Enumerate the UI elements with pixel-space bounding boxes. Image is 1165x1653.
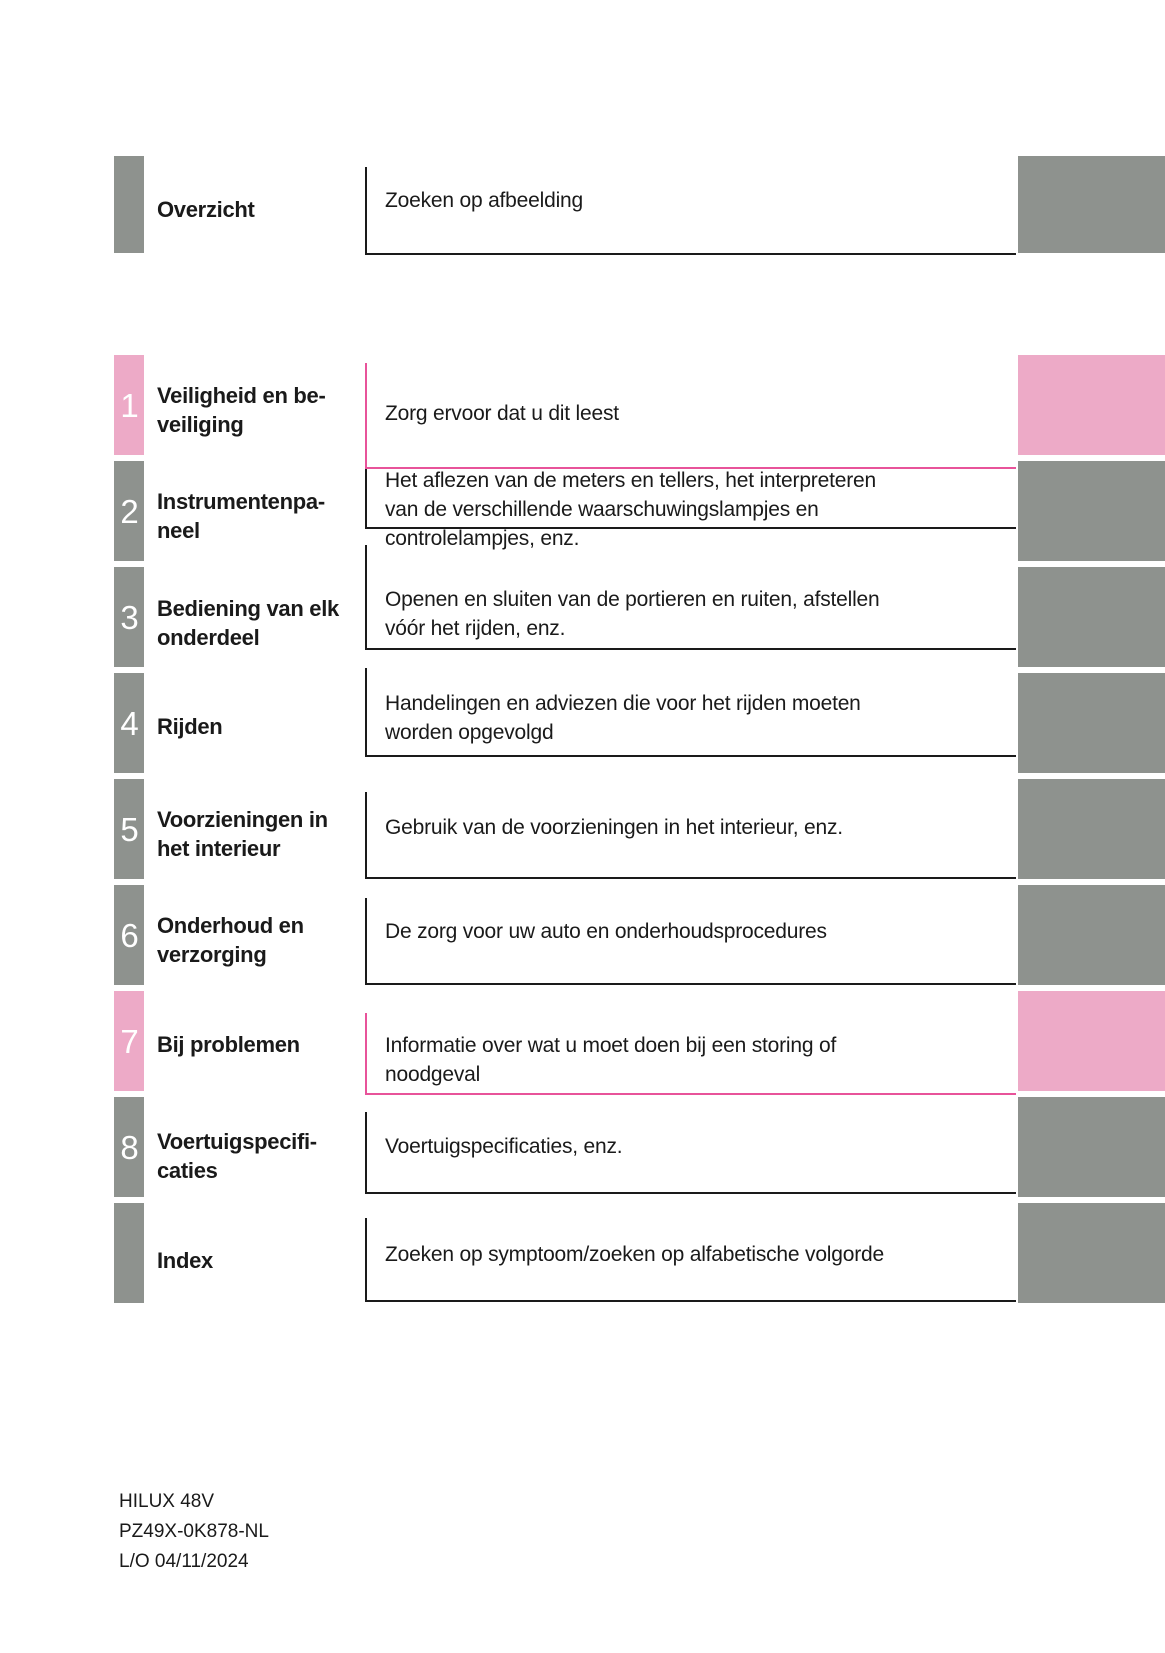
footer-print-date: L/O 04/11/2024 bbox=[119, 1551, 249, 1572]
edge-thumb-tab[interactable] bbox=[1018, 156, 1165, 253]
edge-thumb-tab[interactable] bbox=[1018, 1203, 1165, 1303]
chapter-title[interactable]: Bij problemen bbox=[157, 1032, 300, 1057]
chapter-number: 3 bbox=[120, 598, 138, 636]
chapter-description: Het aflezen van de meters en tellers, he… bbox=[385, 469, 876, 550]
chapter-tab[interactable] bbox=[114, 1203, 144, 1303]
chapter-description: Gebruik van de voorzieningen in het inte… bbox=[385, 816, 843, 839]
chapter-tab[interactable]: 6 bbox=[114, 885, 144, 985]
chapter-number: 7 bbox=[120, 1022, 138, 1060]
chapter-description: Zoeken op symptoom/zoeken op alfabetisch… bbox=[385, 1243, 884, 1266]
chapter-number: 8 bbox=[120, 1128, 138, 1166]
box-left-border bbox=[365, 363, 367, 469]
box-left-border bbox=[365, 668, 367, 757]
chapter-description: Zoeken op afbeelding bbox=[385, 189, 583, 212]
chapter-number: 4 bbox=[120, 704, 138, 742]
chapter-tab[interactable]: 2 bbox=[114, 461, 144, 561]
chapter-title[interactable]: Veiligheid en be- veiliging bbox=[157, 383, 326, 437]
box-left-border bbox=[365, 545, 367, 650]
chapter-description: Handelingen en adviezen die voor het rij… bbox=[385, 692, 861, 744]
box-bottom-border bbox=[365, 467, 1016, 469]
edge-thumb-tab[interactable] bbox=[1018, 991, 1165, 1091]
box-bottom-border bbox=[365, 253, 1016, 255]
chapter-title[interactable]: Onderhoud en verzorging bbox=[157, 913, 304, 967]
box-bottom-border bbox=[365, 527, 1016, 529]
chapter-tab[interactable]: 7 bbox=[114, 991, 144, 1091]
edge-thumb-tab[interactable] bbox=[1018, 673, 1165, 773]
box-left-border bbox=[365, 1013, 367, 1095]
chapter-title[interactable]: Index bbox=[157, 1248, 213, 1273]
edge-thumb-tab[interactable] bbox=[1018, 885, 1165, 985]
chapter-description: Informatie over wat u moet doen bij een … bbox=[385, 1034, 837, 1086]
chapter-tab[interactable]: 1 bbox=[114, 355, 144, 455]
chapter-tab[interactable]: 3 bbox=[114, 567, 144, 667]
chapter-title[interactable]: Rijden bbox=[157, 714, 223, 739]
chapter-title[interactable]: Overzicht bbox=[157, 197, 255, 222]
box-bottom-border bbox=[365, 1300, 1016, 1302]
chapter-description: De zorg voor uw auto en onderhoudsproced… bbox=[385, 920, 827, 943]
edge-thumb-tab[interactable] bbox=[1018, 461, 1165, 561]
chapter-description: Zorg ervoor dat u dit leest bbox=[385, 402, 619, 425]
chapter-tab[interactable]: 5 bbox=[114, 779, 144, 879]
box-bottom-border bbox=[365, 648, 1016, 650]
chapter-description: Openen en sluiten van de portieren en ru… bbox=[385, 588, 880, 640]
chapter-title[interactable]: Bediening van elk onderdeel bbox=[157, 596, 339, 650]
box-left-border bbox=[365, 469, 367, 529]
box-bottom-border bbox=[365, 983, 1016, 985]
chapter-title[interactable]: Voertuigspecifi- caties bbox=[157, 1129, 317, 1183]
chapter-number: 1 bbox=[120, 386, 138, 424]
box-bottom-border bbox=[365, 1093, 1016, 1095]
box-left-border bbox=[365, 1112, 367, 1194]
edge-thumb-tab[interactable] bbox=[1018, 567, 1165, 667]
chapter-title[interactable]: Instrumentenpa- neel bbox=[157, 489, 325, 543]
footer-part-number: PZ49X-0K878-NL bbox=[119, 1521, 269, 1542]
box-left-border bbox=[365, 167, 367, 255]
chapter-title[interactable]: Voorzieningen in het interieur bbox=[157, 807, 328, 861]
chapter-tab[interactable]: 4 bbox=[114, 673, 144, 773]
chapter-number: 6 bbox=[120, 916, 138, 954]
edge-thumb-tab[interactable] bbox=[1018, 1097, 1165, 1197]
chapter-number: 5 bbox=[120, 810, 138, 848]
box-bottom-border bbox=[365, 877, 1016, 879]
chapter-number: 2 bbox=[120, 492, 138, 530]
box-left-border bbox=[365, 898, 367, 985]
chapter-description: Voertuigspecificaties, enz. bbox=[385, 1135, 623, 1158]
box-left-border bbox=[365, 1218, 367, 1302]
box-bottom-border bbox=[365, 1192, 1016, 1194]
edge-thumb-tab[interactable] bbox=[1018, 779, 1165, 879]
box-bottom-border bbox=[365, 755, 1016, 757]
edge-thumb-tab[interactable] bbox=[1018, 355, 1165, 455]
chapter-tab[interactable]: 8 bbox=[114, 1097, 144, 1197]
chapter-tab[interactable] bbox=[114, 156, 144, 253]
box-left-border bbox=[365, 792, 367, 879]
footer-model: HILUX 48V bbox=[119, 1491, 215, 1512]
